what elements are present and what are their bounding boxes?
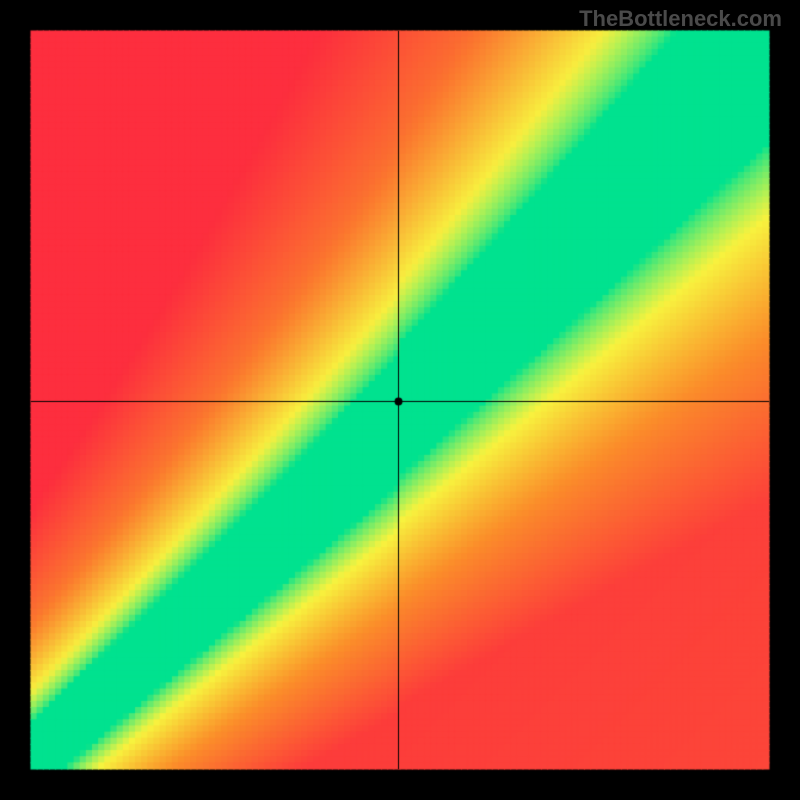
watermark-text: TheBottleneck.com [579, 6, 782, 32]
bottleneck-heatmap [0, 0, 800, 800]
chart-container: TheBottleneck.com [0, 0, 800, 800]
